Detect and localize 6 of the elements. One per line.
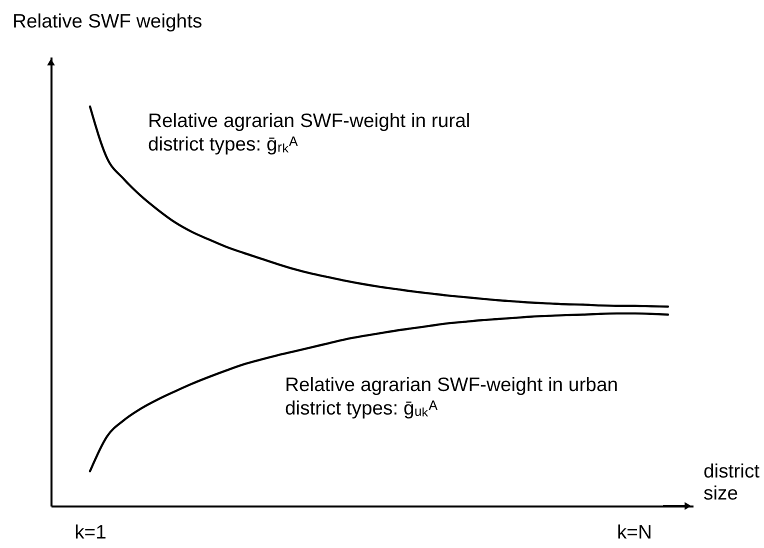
- x-tick-label: k=N: [616, 522, 652, 544]
- series-label: Relative agrarian SWF-weight in rural district types: ḡᵣₖᴬ: [148, 110, 470, 156]
- y-axis-title: Relative SWF weights: [12, 10, 202, 32]
- x-tick-label: k=1: [74, 522, 106, 544]
- x-axis-title: district size: [704, 460, 760, 504]
- series-label: Relative agrarian SWF-weight in urban district types: ḡᵤₖᴬ: [285, 374, 618, 420]
